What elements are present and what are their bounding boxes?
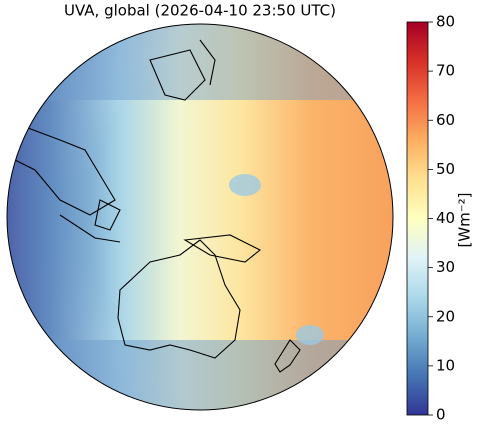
colorbar-tick-label: 60 [436, 111, 455, 129]
colorbar-tick-label: 80 [436, 13, 455, 31]
colorbar-tick-label: 20 [436, 307, 455, 325]
map-title: UVA, global (2026-04-10 23:50 UTC) [64, 2, 336, 20]
colorbar-tick-label: 30 [436, 258, 455, 276]
globe-outline [6, 23, 394, 411]
colorbar-tick-label: 70 [436, 62, 455, 80]
globe-image [7, 24, 393, 410]
colorbar-tick-label: 50 [436, 160, 455, 178]
colorbar [406, 21, 429, 416]
colorbar-label: [Wm⁻²] [456, 192, 474, 247]
colorbar-tick-label: 0 [436, 406, 446, 424]
colorbar-tick-label: 40 [436, 209, 455, 227]
colorbar-tick-label: 10 [436, 356, 455, 374]
